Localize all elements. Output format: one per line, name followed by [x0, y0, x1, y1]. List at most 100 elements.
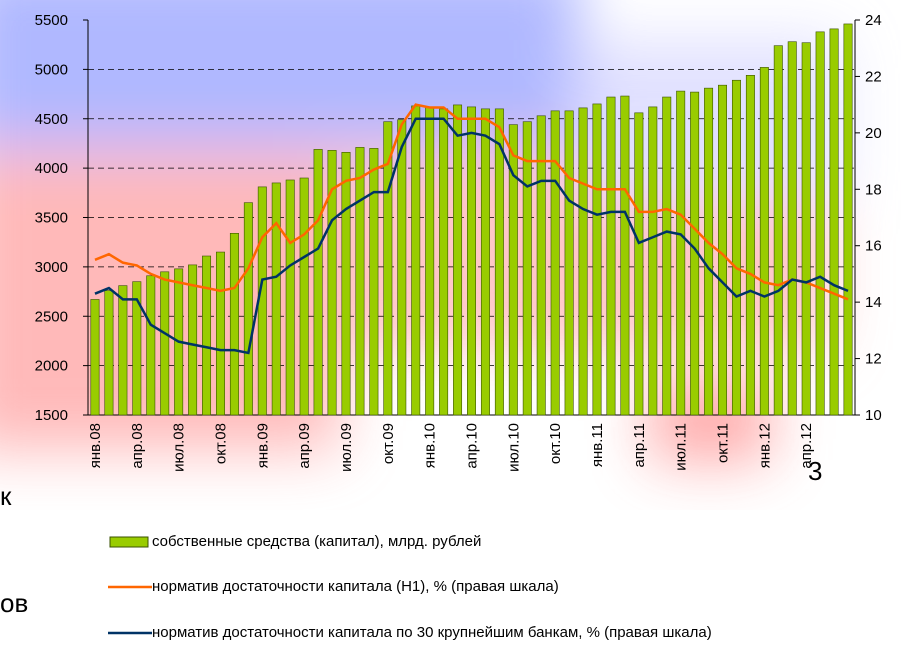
y-tick-label: 2000 [35, 358, 68, 375]
bar [662, 96, 672, 416]
bar [397, 119, 407, 416]
y2-tick-label: 24 [865, 12, 882, 29]
y2-tick-label: 10 [865, 407, 882, 424]
x-tick-label: янв.09 [254, 423, 271, 468]
line [94, 103, 849, 301]
x-tick-label: окт.10 [547, 423, 564, 464]
bar [773, 45, 783, 416]
bar [90, 299, 100, 416]
bar [676, 90, 686, 416]
legend-item: собственные средства (капитал), млрд. ру… [108, 533, 481, 551]
bar [299, 177, 309, 416]
bar [578, 107, 588, 416]
bar [383, 121, 393, 416]
bar [411, 105, 421, 416]
legend-swatch [108, 585, 152, 589]
x-tick-label: июл.10 [505, 423, 522, 472]
y-tick-label: 5500 [35, 12, 68, 29]
bar [215, 251, 225, 416]
bar [648, 106, 658, 416]
legend-swatch [109, 536, 149, 548]
legend-item: норматив достаточности капитала по 30 кр… [108, 624, 712, 642]
bar [467, 106, 476, 416]
bar [494, 108, 504, 416]
bar [104, 290, 114, 416]
x-tick-label: апр.12 [798, 423, 815, 469]
bar [439, 108, 449, 416]
bar [425, 106, 435, 416]
x-tick-label: апр.10 [464, 423, 481, 469]
bar [188, 264, 198, 416]
bar [592, 103, 602, 416]
bar [453, 104, 463, 416]
y-tick-label: 2500 [35, 308, 68, 325]
bar [536, 115, 546, 416]
y2-tick-label: 18 [865, 181, 882, 198]
annotation: 3 [808, 456, 822, 486]
bar [564, 110, 574, 416]
bar [508, 124, 518, 416]
bar [118, 285, 128, 416]
bar [815, 31, 825, 416]
y-tick-label: 1500 [35, 407, 68, 424]
x-tick-label: июл.11 [673, 423, 690, 471]
y2-tick-label: 22 [865, 68, 882, 85]
x-tick-label: апр.09 [296, 423, 313, 469]
x-tick-label: июл.09 [338, 423, 355, 472]
bar [829, 28, 839, 416]
bar [146, 275, 156, 416]
legend-label: собственные средства (капитал), млрд. ру… [152, 533, 482, 550]
bar [369, 148, 379, 416]
legend-swatch [109, 536, 149, 548]
y2-tick-label: 14 [865, 294, 882, 311]
x-tick-label: янв.12 [756, 423, 773, 468]
bar [801, 42, 811, 416]
legend-label: норматив достаточности капитала (Н1), % … [152, 578, 559, 595]
bar [229, 233, 239, 416]
x-tick-label: янв.10 [422, 423, 439, 468]
x-tick-label: янв.08 [87, 423, 104, 468]
bar [620, 95, 630, 416]
bar [132, 281, 142, 416]
annotation: ов [0, 588, 28, 618]
y-tick-label: 5000 [35, 61, 68, 78]
bar [550, 110, 560, 416]
x-tick-label: апр.08 [129, 423, 146, 469]
bar [243, 202, 253, 416]
x-tick-label: июл.08 [171, 423, 188, 472]
bar [787, 41, 797, 416]
legend-item: норматив достаточности капитала (Н1), % … [108, 578, 559, 596]
y2-tick-label: 12 [865, 351, 882, 368]
bar [606, 96, 616, 416]
bar [313, 149, 323, 416]
x-tick-label: окт.11 [715, 423, 732, 463]
y2-tick-label: 20 [865, 125, 882, 142]
bar [704, 87, 714, 416]
y-tick-label: 3500 [35, 210, 68, 227]
x-tick-label: окт.08 [212, 423, 229, 464]
y-tick-label: 4500 [35, 111, 68, 128]
x-tick-label: окт.09 [380, 423, 397, 464]
bar [718, 84, 728, 416]
bar [202, 255, 212, 416]
y-tick-label: 3000 [35, 259, 68, 276]
bar [480, 108, 490, 416]
bar [285, 179, 295, 416]
bar [759, 67, 769, 416]
y-tick-label: 4000 [35, 160, 68, 177]
bar [745, 75, 755, 416]
bar [522, 121, 532, 416]
bar [341, 152, 351, 416]
bar [731, 79, 741, 416]
bar [271, 182, 281, 416]
y2-tick-label: 16 [865, 238, 882, 255]
bar [327, 150, 337, 416]
bar [843, 23, 853, 416]
x-tick-label: апр.11 [631, 423, 648, 468]
bar [355, 147, 365, 416]
annotation: к [0, 481, 12, 511]
bar [634, 112, 644, 416]
legend-label: норматив достаточности капитала по 30 кр… [152, 624, 712, 641]
